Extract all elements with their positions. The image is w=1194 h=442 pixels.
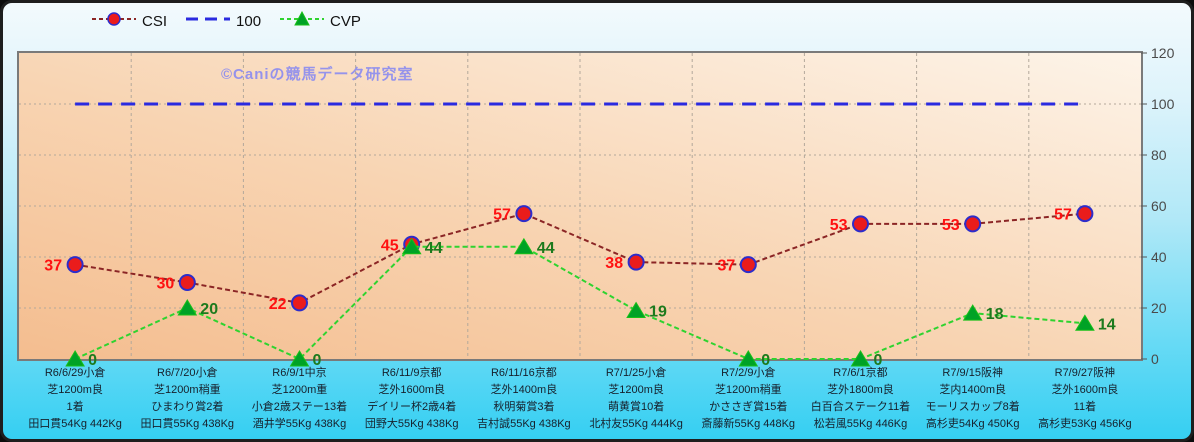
cvp-value-label: 19 (649, 304, 667, 321)
cvp-series-line (74, 245, 1085, 361)
legend-item-csi: CSI (91, 11, 167, 32)
cvp-value-label: 0 (313, 352, 322, 369)
watermark: ©Caniの競馬データ研究室 (221, 66, 414, 83)
y-axis-tick-label: 0 (1151, 351, 1159, 367)
x-axis-label: R7/9/15阪神 芝内1400m良 モーリスカップ8着 高杉吏54Kg 450Kg (925, 367, 1020, 431)
csi-legend-glyph-icon (92, 11, 136, 26)
cvp-legend-glyph-icon (280, 10, 325, 25)
csi-data-point (515, 205, 533, 223)
x-axis-label: R6/11/16京都 芝外1400m良 秋明菊賞3着 吉村誠55Kg 438Kg (477, 367, 571, 431)
csi-series-line (74, 212, 1085, 304)
x-axis-label: R7/1/25小倉 芝1200m良 萌黄賞10着 北村友55Kg 444Kg (589, 367, 683, 431)
cvp-data-point (738, 350, 759, 367)
csi-value-label: 22 (269, 296, 287, 313)
csi-value-label: 57 (493, 207, 511, 224)
cvp-data-point (289, 350, 310, 367)
legend-item-100: 100 (185, 11, 261, 32)
cvp-value-label: 0 (761, 352, 770, 369)
100-legend-glyph-icon (186, 17, 231, 20)
x-axis-label: R7/9/27阪神 芝外1600m良 11着 高杉吏53Kg 456Kg (1038, 367, 1132, 431)
csi-data-point (627, 253, 645, 271)
x-axis-label: R7/2/9小倉 芝1200m稍重 かささぎ賞15着 斎藤新55Kg 448Kg (701, 367, 796, 431)
cvp-value-label: 0 (874, 352, 883, 369)
csi-data-point (1076, 205, 1094, 223)
y-axis-tick-label: 40 (1151, 249, 1167, 265)
csi-series-marker-icon (91, 11, 137, 32)
csi-value-label: 57 (1054, 207, 1072, 224)
cvp-value-label: 20 (200, 301, 218, 318)
cvp-series-marker-icon (279, 10, 325, 32)
legend-label-100: 100 (236, 12, 262, 30)
csi-value-label: 37 (44, 258, 62, 275)
cvp-data-point (401, 237, 422, 255)
cvp-data-point (177, 299, 198, 316)
csi-value-label: 53 (942, 217, 960, 234)
chart-legend: CSI 100 CVP (91, 9, 361, 33)
x-axis-label: R6/6/29小倉 芝1200m良 1着 田口貫54Kg 442Kg (28, 367, 122, 431)
legend-label-csi: CSI (142, 12, 168, 30)
csi-value-label: 45 (381, 237, 399, 254)
cvp-data-point (962, 304, 983, 321)
cvp-data-point (1075, 314, 1095, 331)
y-axis-tick-label: 120 (1151, 45, 1175, 61)
chart-plot: 37 30 22 45 57 38 37 53 53 57 0 20 0 44 44 19 0 0 18 14 (19, 52, 1147, 369)
csi-data-point (178, 274, 196, 291)
y-axis-tick-label: 20 (1151, 300, 1167, 316)
baseline-100-marker-icon (185, 11, 231, 32)
y-axis-tick-label: 100 (1151, 96, 1175, 112)
x-axis-label: R6/9/1中京 芝1200m重 小倉2歳ステー13着 酒井学55Kg 438Kg (251, 367, 348, 431)
legend-item-cvp: CVP (279, 10, 361, 32)
y-axis-tick-label: 60 (1151, 198, 1167, 214)
cvp-value-label: 44 (425, 240, 443, 257)
x-axis-label: R7/6/1京都 芝外1800m良 白百合ステーク11着 松若風55Kg 446Kg (810, 367, 911, 431)
cvp-value-label: 0 (88, 352, 97, 369)
csi-value-label: 53 (830, 217, 848, 234)
cvp-value-label: 44 (537, 240, 555, 257)
cvp-data-point (514, 237, 534, 255)
csi-data-point (739, 256, 757, 274)
csi-data-point (964, 215, 982, 233)
csi-value-label: 38 (605, 255, 623, 272)
csi-value-label: 37 (718, 258, 736, 275)
cvp-value-label: 14 (1098, 316, 1116, 333)
x-axis-label: R6/7/20小倉 芝1200m稍重 ひまわり賞2着 田口貫55Kg 438Kg (140, 367, 235, 431)
legend-label-cvp: CVP (330, 12, 361, 30)
csi-data-point (66, 256, 84, 274)
cvp-value-label: 18 (986, 306, 1004, 323)
x-axis-label: R6/11/9京都 芝外1600m良 デイリー杯2歳4着 団野大55Kg 438Kg (364, 367, 459, 431)
csi-data-point (852, 215, 869, 233)
cvp-data-point (850, 350, 871, 367)
y-axis-tick-label: 80 (1151, 147, 1167, 163)
csi-data-point (291, 294, 308, 312)
cvp-data-point (626, 301, 646, 319)
csi-value-label: 30 (157, 276, 175, 293)
cvp-data-point (65, 350, 85, 367)
